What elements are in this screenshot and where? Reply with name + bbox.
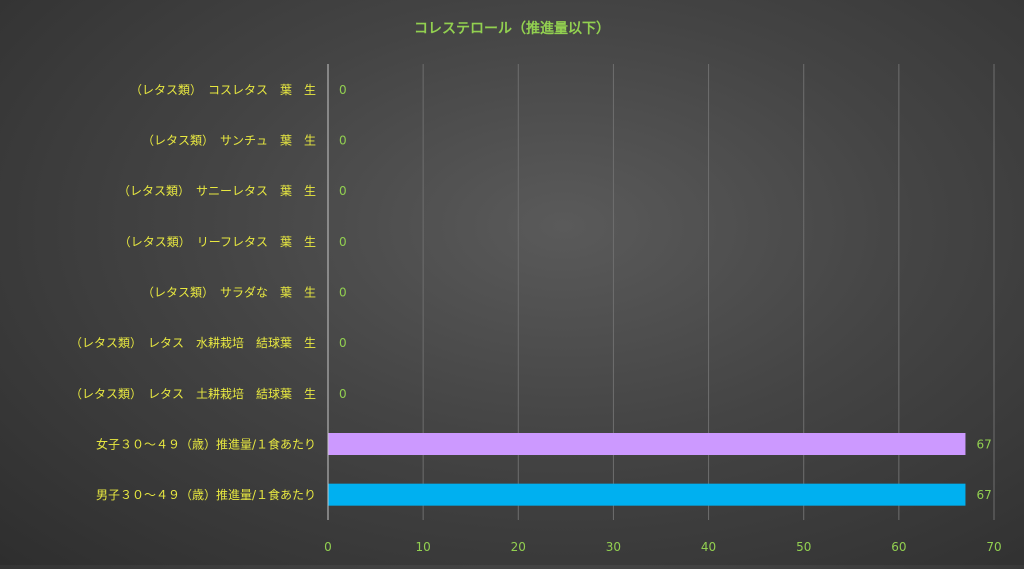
category-label: （レタス類） サラダな 葉 生 (142, 285, 316, 300)
category-label: （レタス類） レタス 土耕栽培 結球葉 生 (70, 386, 316, 401)
category-label: （レタス類） サンチュ 葉 生 (142, 134, 316, 148)
data-label: 0 (339, 387, 347, 401)
data-label: 0 (339, 184, 347, 198)
bar (328, 483, 966, 506)
data-label: 0 (339, 286, 347, 300)
data-label: 67 (976, 488, 991, 502)
chart-title: コレステロール（推進量以下） (414, 20, 610, 37)
gridlines (422, 64, 995, 520)
category-label: 男子３０～４９（歳）推進量/１食あたり (96, 487, 316, 502)
x-tick-label: 10 (416, 540, 431, 554)
data-labels: 0 0 0 0 0 0 0 67 67 (339, 83, 992, 502)
x-tick-label: 30 (606, 540, 621, 554)
x-tick-label: 50 (796, 540, 811, 554)
data-label: 67 (976, 438, 991, 452)
data-label: 0 (339, 336, 347, 350)
x-tick-label: 40 (701, 540, 716, 554)
x-tick-label: 60 (891, 540, 906, 554)
data-label: 0 (339, 235, 347, 249)
x-tick-label: 20 (511, 540, 526, 554)
bars (328, 433, 966, 506)
category-label: （レタス類） レタス 水耕栽培 結球葉 生 (70, 335, 316, 350)
data-label: 0 (339, 83, 347, 97)
x-tick-label: 0 (324, 540, 332, 554)
x-tick-label: 70 (986, 540, 1001, 554)
bar (328, 433, 966, 455)
category-label: （レタス類） サニーレタス 葉 生 (118, 184, 316, 198)
data-label: 0 (339, 134, 347, 148)
category-labels: （レタス類） コスレタス 葉 生 （レタス類） サンチュ 葉 生 （レタス類） サニ… (70, 83, 316, 502)
category-label: 女子３０～４９（歳）推進量/１食あたり (96, 437, 316, 452)
category-label: （レタス類） リーフレタス 葉 生 (119, 235, 316, 249)
x-axis-ticks: 0 10 20 30 40 50 60 70 (324, 540, 1001, 554)
category-label: （レタス類） コスレタス 葉 生 (130, 83, 316, 97)
